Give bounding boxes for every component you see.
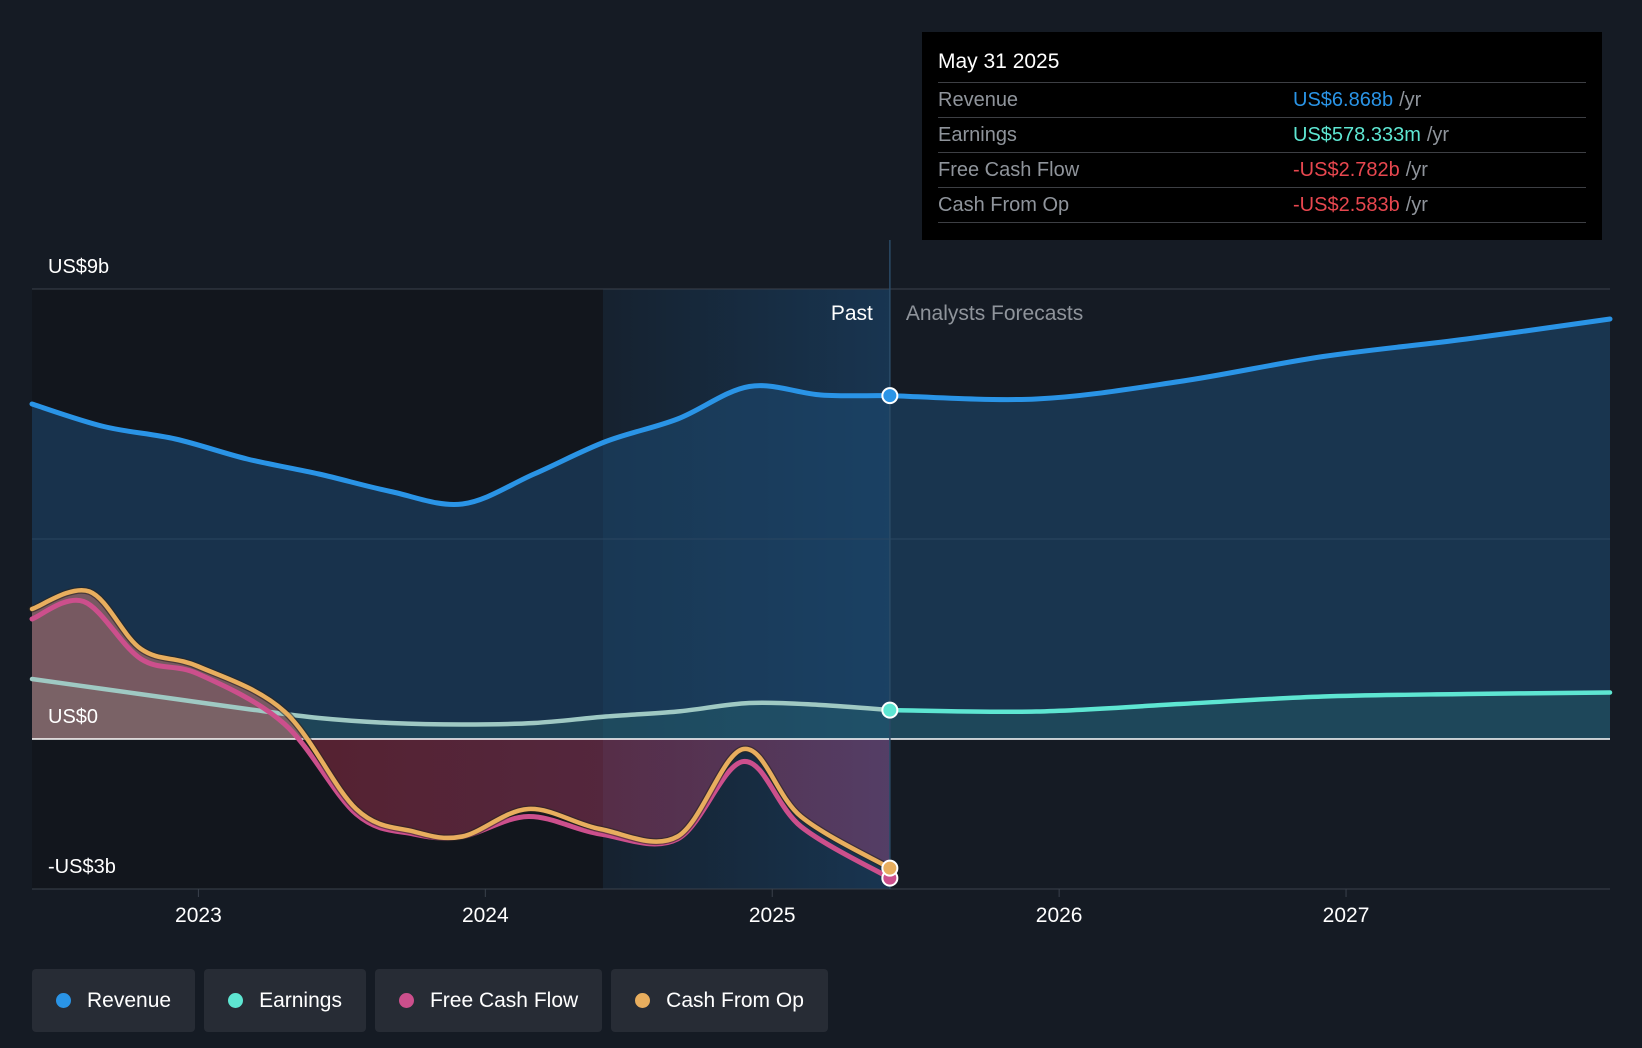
tooltip-value: US$6.868b	[1293, 89, 1394, 111]
y-axis-label: US$0	[48, 706, 98, 728]
earnings-line-past	[29, 676, 893, 727]
cash-from-op-line	[29, 588, 893, 871]
legend-item-cash-from-op[interactable]: Cash From Op	[611, 969, 828, 1032]
x-tick-label: 2023	[175, 904, 222, 927]
earnings-line-forecast	[887, 690, 1613, 715]
legend-item-free-cash-flow[interactable]: Free Cash Flow	[374, 969, 603, 1032]
tooltip-unit: /yr	[1399, 89, 1422, 111]
tooltip-value: US$578.333m	[1293, 124, 1421, 146]
legend-label: Earnings	[259, 988, 342, 1012]
tooltip-unit: /yr	[1405, 159, 1428, 181]
tooltip-label: Free Cash Flow	[938, 159, 1080, 181]
tooltip-row-earnings: Earnings US$578.333m /yr	[938, 118, 1586, 153]
past-label: Past	[831, 302, 873, 325]
legend-dot-icon	[635, 993, 651, 1008]
legend-dot-icon	[398, 993, 414, 1008]
legend-dot-icon	[56, 993, 71, 1008]
tooltip-label: Earnings	[938, 124, 1017, 146]
revenue-line-past	[29, 383, 893, 508]
x-tick-label: 2025	[749, 904, 796, 927]
y-axis-label: -US$3b	[48, 856, 116, 878]
legend-item-revenue[interactable]: Revenue	[32, 969, 196, 1032]
x-tick-label: 2026	[1036, 904, 1083, 927]
tooltip-value: -US$2.782b	[1293, 159, 1400, 181]
legend: Revenue Earnings Free Cash Flow Cash Fro…	[32, 969, 828, 1032]
tooltip-unit: /yr	[1426, 124, 1450, 146]
y-axis-label: US$9b	[48, 256, 109, 278]
legend-label: Revenue	[87, 988, 172, 1012]
tooltip-unit: /yr	[1405, 194, 1428, 216]
tooltip-label: Revenue	[938, 89, 1019, 111]
revenue-marker	[881, 387, 899, 405]
revenue-line-forecast	[887, 316, 1613, 403]
tooltip-date: May 31 2025	[938, 46, 1586, 83]
tooltip-row-cash-from-op: Cash From Op -US$2.583b /yr	[938, 188, 1586, 223]
forecast-label: Analysts Forecasts	[906, 302, 1083, 325]
legend-label: Cash From Op	[666, 988, 804, 1012]
tooltip-row-free-cash-flow: Free Cash Flow -US$2.782b /yr	[938, 153, 1586, 188]
earnings-area	[32, 679, 1610, 739]
cash-flow-positive-area	[32, 590, 890, 739]
tooltip-value: -US$2.583b	[1293, 194, 1400, 216]
cash-from-op-marker	[881, 859, 899, 877]
tooltip-row-revenue: Revenue US$6.868b /yr	[938, 83, 1586, 118]
legend-item-earnings[interactable]: Earnings	[204, 969, 366, 1032]
x-tick-label: 2024	[462, 904, 509, 927]
earnings-marker	[881, 701, 899, 719]
legend-label: Free Cash Flow	[429, 988, 579, 1012]
legend-dot-icon	[228, 993, 244, 1008]
x-tick-label: 2027	[1323, 904, 1370, 927]
revenue-area	[32, 319, 1610, 739]
tooltip-label: Cash From Op	[938, 194, 1070, 216]
tooltip-panel: May 31 2025 Revenue US$6.868b /yr Earnin…	[922, 32, 1602, 240]
